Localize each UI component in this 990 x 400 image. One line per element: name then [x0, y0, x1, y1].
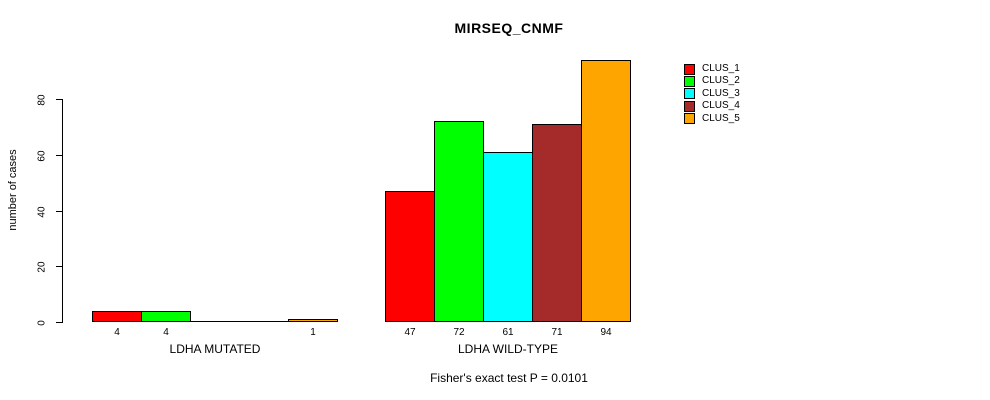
- y-tick-label: 40: [36, 205, 48, 218]
- bar-clus_3-group2: [483, 152, 533, 322]
- y-tick: [56, 266, 63, 267]
- y-tick: [56, 211, 63, 212]
- y-tick-label: 60: [36, 149, 48, 162]
- x-group-label-mutated: LDHA MUTATED: [169, 342, 261, 356]
- legend-item-clus_1: CLUS_1: [684, 63, 740, 75]
- y-tick-label: 0: [36, 319, 48, 326]
- legend-item-clus_2: CLUS_2: [684, 75, 740, 87]
- legend-swatch-icon: [684, 88, 695, 100]
- y-axis-label: number of cases: [7, 149, 19, 231]
- x-group-label-wildtype: LDHA WILD-TYPE: [457, 342, 559, 356]
- bar-value-label: 4: [163, 327, 169, 338]
- legend: CLUS_1 CLUS_2 CLUS_3 CLUS_4 CLUS_5: [684, 63, 740, 126]
- bar-value-label: 47: [404, 327, 416, 338]
- legend-swatch-icon: [684, 63, 695, 75]
- y-tick: [56, 322, 63, 323]
- legend-swatch-icon: [684, 100, 695, 112]
- y-tick-label: 20: [36, 260, 48, 273]
- y-tick-label: 80: [36, 93, 48, 106]
- bar-clus_5-group1: [288, 319, 338, 322]
- legend-item-label: CLUS_1: [702, 63, 740, 74]
- legend-swatch-icon: [684, 113, 695, 125]
- chart-title: MIRSEQ_CNMF: [454, 20, 564, 36]
- bar-clus_1-group2: [385, 191, 435, 322]
- bar-clus_4-group1: [239, 321, 289, 322]
- y-tick: [56, 99, 63, 100]
- bar-clus_2-group2: [434, 121, 484, 322]
- legend-swatch-icon: [684, 75, 695, 87]
- bar-value-label: 94: [600, 327, 612, 338]
- bar-value-label: 4: [114, 327, 120, 338]
- legend-item-clus_3: CLUS_3: [684, 87, 740, 100]
- bar-value-label: 1: [310, 327, 316, 338]
- bar-value-label: 72: [453, 327, 465, 338]
- bar-clus_2-group1: [141, 311, 191, 322]
- bar-clus_1-group1: [92, 311, 142, 322]
- y-tick: [56, 155, 63, 156]
- legend-item-label: CLUS_2: [702, 75, 740, 87]
- fisher-test-caption: Fisher's exact test P = 0.0101: [430, 371, 588, 385]
- legend-item-label: CLUS_4: [702, 100, 740, 112]
- bar-clus_4-group2: [532, 124, 582, 322]
- legend-item-label: CLUS_3: [702, 87, 740, 99]
- bar-clus_3-group1: [190, 321, 240, 322]
- bar-value-label: 71: [551, 327, 563, 338]
- bar-clus_5-group2: [581, 60, 631, 322]
- legend-item-clus_5: CLUS_5: [684, 112, 740, 125]
- legend-item-clus_4: CLUS_4: [684, 100, 740, 112]
- legend-item-label: CLUS_5: [702, 112, 740, 124]
- bar-value-label: 61: [502, 327, 514, 338]
